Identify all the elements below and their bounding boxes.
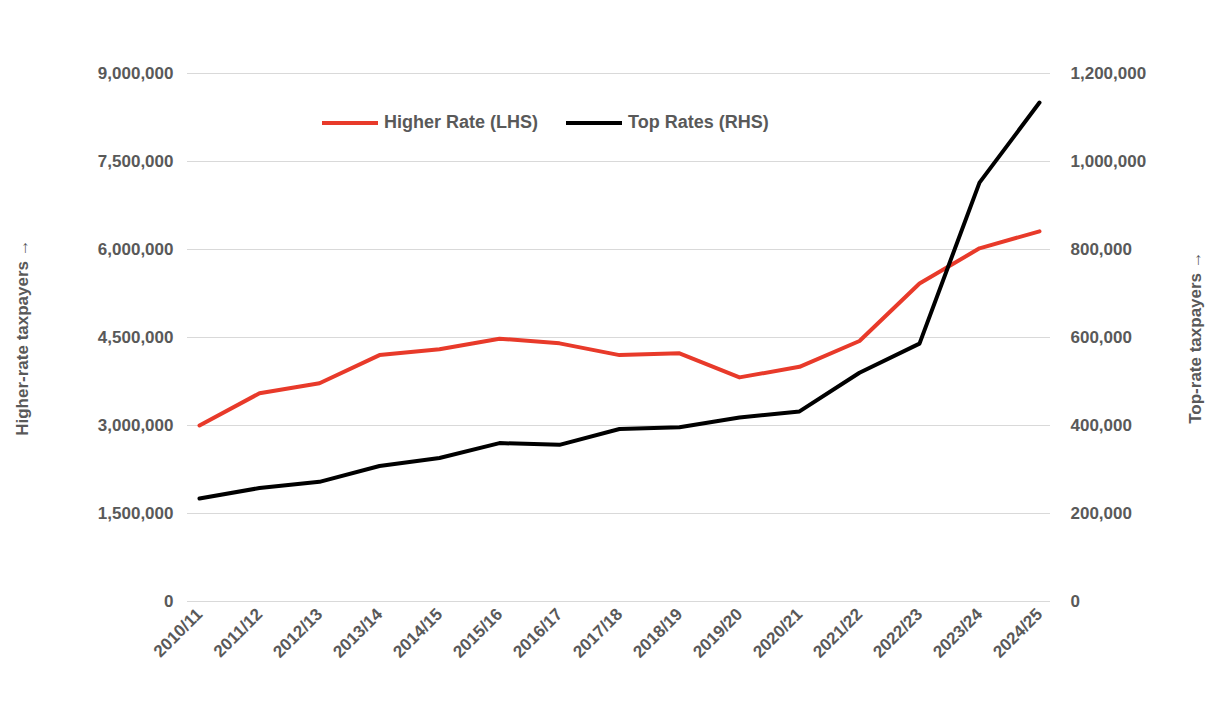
svg-text:2018/19: 2018/19 — [629, 605, 686, 662]
svg-text:7,500,000: 7,500,000 — [98, 152, 174, 171]
svg-text:2024/25: 2024/25 — [989, 605, 1046, 662]
svg-text:2021/22: 2021/22 — [809, 605, 866, 662]
svg-text:600,000: 600,000 — [1071, 328, 1132, 347]
svg-text:2014/15: 2014/15 — [389, 605, 446, 662]
svg-text:2010/11: 2010/11 — [150, 605, 206, 661]
svg-text:9,000,000: 9,000,000 — [98, 64, 174, 83]
svg-text:0: 0 — [164, 592, 173, 611]
svg-text:800,000: 800,000 — [1071, 240, 1132, 259]
svg-text:400,000: 400,000 — [1071, 416, 1132, 435]
svg-text:Higher-rate taxpayers →: Higher-rate taxpayers → — [13, 239, 32, 436]
svg-text:6,000,000: 6,000,000 — [98, 240, 174, 259]
html-text:Higher Rate (LHS): Higher Rate (LHS) — [384, 112, 538, 132]
svg-text:200,000: 200,000 — [1071, 504, 1132, 523]
svg-text:2013/14: 2013/14 — [329, 604, 386, 661]
svg-text:2023/24: 2023/24 — [929, 604, 986, 661]
html-text:Top Rates (RHS): Top Rates (RHS) — [628, 112, 769, 132]
svg-text:0: 0 — [1071, 592, 1080, 611]
svg-text:2015/16: 2015/16 — [449, 605, 506, 662]
svg-text:1,000,000: 1,000,000 — [1071, 152, 1147, 171]
svg-text:2019/20: 2019/20 — [689, 605, 746, 662]
svg-text:Top-rate taxpayers →: Top-rate taxpayers → — [1186, 251, 1205, 424]
svg-text:2016/17: 2016/17 — [509, 605, 566, 662]
svg-text:1,200,000: 1,200,000 — [1071, 64, 1147, 83]
svg-text:1,500,000: 1,500,000 — [98, 504, 174, 523]
svg-text:2012/13: 2012/13 — [269, 605, 326, 662]
svg-text:4,500,000: 4,500,000 — [98, 328, 174, 347]
svg-text:2020/21: 2020/21 — [749, 605, 806, 662]
svg-text:2011/12: 2011/12 — [210, 605, 266, 661]
svg-text:2022/23: 2022/23 — [869, 605, 926, 662]
svg-text:3,000,000: 3,000,000 — [98, 416, 174, 435]
svg-text:2017/18: 2017/18 — [569, 605, 626, 662]
